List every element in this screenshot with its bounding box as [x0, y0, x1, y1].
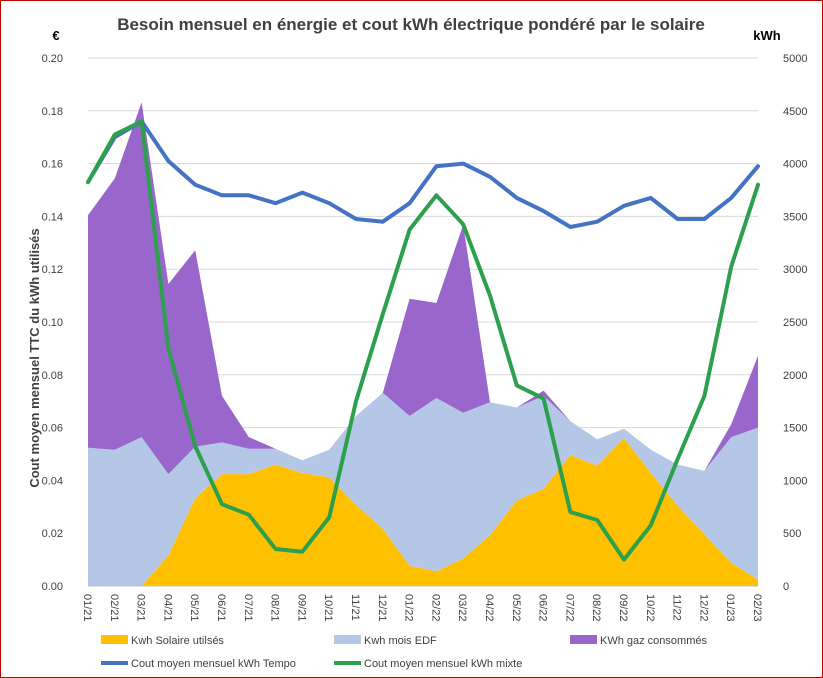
- x-tick-label: 02/21: [108, 594, 120, 622]
- x-tick-label: 08/21: [269, 594, 281, 622]
- y2-tick-label: 5000: [783, 53, 807, 65]
- y2-tick-label: 4000: [783, 159, 807, 171]
- x-tick-label: 12/22: [697, 594, 709, 622]
- x-tick-label: 05/22: [510, 594, 522, 622]
- y-tick-label: 0.06: [42, 423, 63, 435]
- legend-label: KWh gaz consommés: [600, 635, 707, 647]
- legend-label: Kwh Solaire utilsés: [131, 635, 224, 647]
- x-tick-label: 03/22: [456, 594, 468, 622]
- y2-tick-label: 1500: [783, 423, 807, 435]
- x-tick-label: 11/22: [671, 594, 683, 621]
- x-tick-label: 03/21: [135, 594, 147, 622]
- x-tick-label: 10/21: [322, 594, 334, 622]
- area-series-2: [88, 392, 758, 586]
- y-axis-title: Cout moyen mensuel TTC du kWh utilisés: [27, 228, 42, 487]
- y-tick-label: 0.10: [42, 317, 63, 329]
- legend-swatch: [101, 635, 128, 644]
- right-axis-unit: kWh: [753, 28, 781, 43]
- x-tick-label: 02/23: [751, 594, 763, 622]
- x-tick-label: 01/21: [81, 594, 93, 622]
- left-axis-unit: €: [52, 28, 59, 43]
- legend-swatch: [570, 635, 597, 644]
- x-tick-label: 04/21: [161, 594, 173, 622]
- x-tick-label: 06/22: [537, 594, 549, 622]
- y2-tick-label: 4500: [783, 106, 807, 118]
- x-tick-label: 05/21: [188, 594, 200, 622]
- y2-tick-label: 2500: [783, 317, 807, 329]
- y-tick-label: 0.18: [42, 106, 63, 118]
- y2-tick-label: 3500: [783, 211, 807, 223]
- x-tick-label: 11/21: [349, 594, 361, 621]
- y-tick-label: 0.16: [42, 159, 63, 171]
- y2-tick-label: 500: [783, 528, 801, 540]
- chart-title: Besoin mensuel en énergie et cout kWh él…: [117, 15, 705, 34]
- line-series-1: [86, 119, 760, 229]
- stacked-areas: [88, 102, 758, 586]
- legend-label: Cout moyen mensuel kWh Tempo: [131, 658, 296, 670]
- y2-tick-label: 3000: [783, 264, 807, 276]
- y-tick-label: 0.20: [42, 53, 63, 65]
- x-tick-label: 09/21: [295, 594, 307, 622]
- x-tick-label: 01/23: [724, 594, 736, 622]
- y2-tick-label: 0: [783, 581, 789, 593]
- axes: 0.00 0.02 0.04 0.06 0.08 0.10 0.12 0.14 0.16 0.18…: [42, 53, 808, 622]
- x-tick-label: 06/21: [215, 594, 227, 622]
- area-series-3: [88, 102, 758, 475]
- x-tick-label: 04/22: [483, 594, 495, 622]
- x-tick-label: 01/22: [403, 594, 415, 622]
- y-tick-label: 0.04: [42, 475, 63, 487]
- legend-swatch: [334, 635, 361, 644]
- y2-tick-label: 1000: [783, 475, 807, 487]
- x-tick-label: 02/22: [429, 594, 441, 622]
- y2-tick-label: 2000: [783, 370, 807, 382]
- y-tick-label: 0.02: [42, 528, 63, 540]
- area-series-1: [88, 438, 758, 586]
- legend: Kwh Solaire utilsés Kwh mois EDF KWh gaz c…: [101, 635, 707, 670]
- x-tick-label: 12/21: [376, 594, 388, 622]
- y-tick-label: 0.12: [42, 264, 63, 276]
- x-tick-label: 07/21: [242, 594, 254, 622]
- legend-label: Kwh mois EDF: [364, 635, 437, 647]
- x-tick-label: 10/22: [644, 594, 656, 622]
- x-tick-label: 09/22: [617, 594, 629, 622]
- cost-lines: [86, 119, 760, 562]
- y-tick-label: 0.08: [42, 370, 63, 382]
- x-tick-label: 08/22: [590, 594, 602, 622]
- line-series-2: [86, 119, 760, 562]
- x-tick-label: 07/22: [563, 594, 575, 622]
- y-tick-label: 0.14: [42, 211, 63, 223]
- legend-label: Cout moyen mensuel kWh mixte: [364, 658, 522, 670]
- y-tick-label: 0.00: [42, 581, 63, 593]
